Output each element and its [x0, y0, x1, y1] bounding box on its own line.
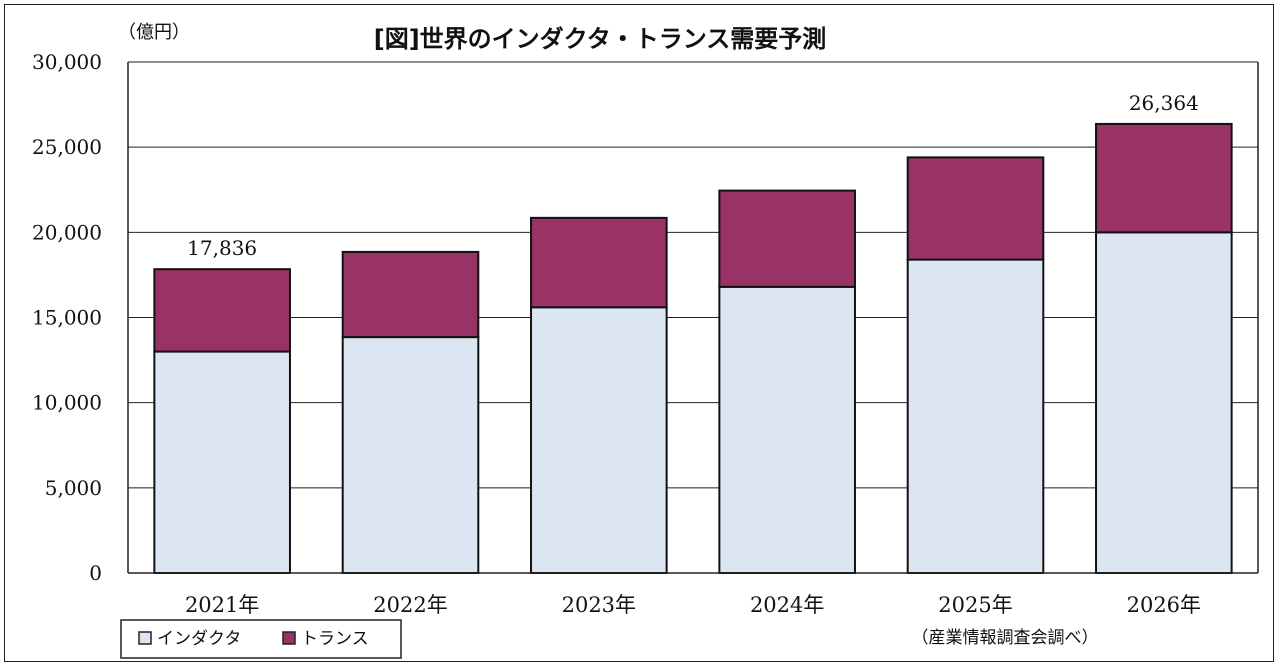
- bar-segment-inductor: [906, 258, 1045, 574]
- legend-box: [120, 619, 402, 659]
- legend-swatch-inductor: [138, 631, 152, 645]
- total-labels: 17,836 26,364: [187, 91, 1199, 260]
- bar-segment-transformer: [341, 250, 480, 339]
- bars: [153, 122, 1233, 575]
- x-tick-label: 2026年: [1127, 593, 1201, 617]
- x-tick-label: 2025年: [938, 593, 1012, 617]
- unit-label: （億円）: [118, 22, 190, 43]
- y-tick-label: 30,000: [32, 50, 102, 74]
- bar-segment-inductor: [718, 285, 856, 574]
- total-value-label: 26,364: [1129, 91, 1199, 115]
- bar-segment-transformer: [530, 216, 668, 309]
- x-tick-label: 2022年: [373, 593, 447, 617]
- bar-segment-inductor: [153, 350, 291, 575]
- y-axis-ticks: 0 5,000 10,000 15,000 20,000 25,000 30,000: [32, 50, 102, 585]
- y-tick-label: 10,000: [32, 391, 102, 415]
- bar-segment-inductor: [341, 336, 480, 575]
- bar-segment-inductor: [530, 306, 668, 574]
- source-note: （産業情報調査会調べ）: [912, 628, 1099, 648]
- bar-segment-transformer: [1095, 122, 1233, 234]
- legend: インダクタ トランス: [120, 619, 402, 659]
- y-tick-label: 25,000: [32, 135, 102, 159]
- total-value-label: 17,836: [187, 236, 257, 260]
- bar-segment-transformer: [153, 268, 291, 353]
- x-tick-label: 2024年: [750, 593, 824, 617]
- legend-swatch-transformer: [282, 631, 296, 645]
- bar-segment-inductor: [1095, 231, 1233, 574]
- bar-segment-transformer: [906, 156, 1045, 261]
- gridlines: [128, 61, 1258, 489]
- x-axis-ticks: 2021年 2022年 2023年 2024年 2025年 2026年: [185, 593, 1201, 617]
- y-tick-label: 5,000: [45, 476, 102, 500]
- legend-label-transformer: トランス: [301, 629, 369, 649]
- chart-title: [図]世界のインダクタ・トランス需要予測: [374, 25, 827, 53]
- legend-label-inductor: インダクタ: [157, 629, 241, 649]
- bar-segment-transformer: [718, 189, 856, 288]
- y-tick-label: 0: [89, 561, 102, 585]
- chart-frame: [4, 4, 1274, 662]
- y-tick-label: 15,000: [32, 306, 102, 330]
- x-tick-label: 2021年: [185, 593, 259, 617]
- x-tick-label: 2023年: [562, 593, 636, 617]
- y-tick-label: 20,000: [32, 220, 102, 244]
